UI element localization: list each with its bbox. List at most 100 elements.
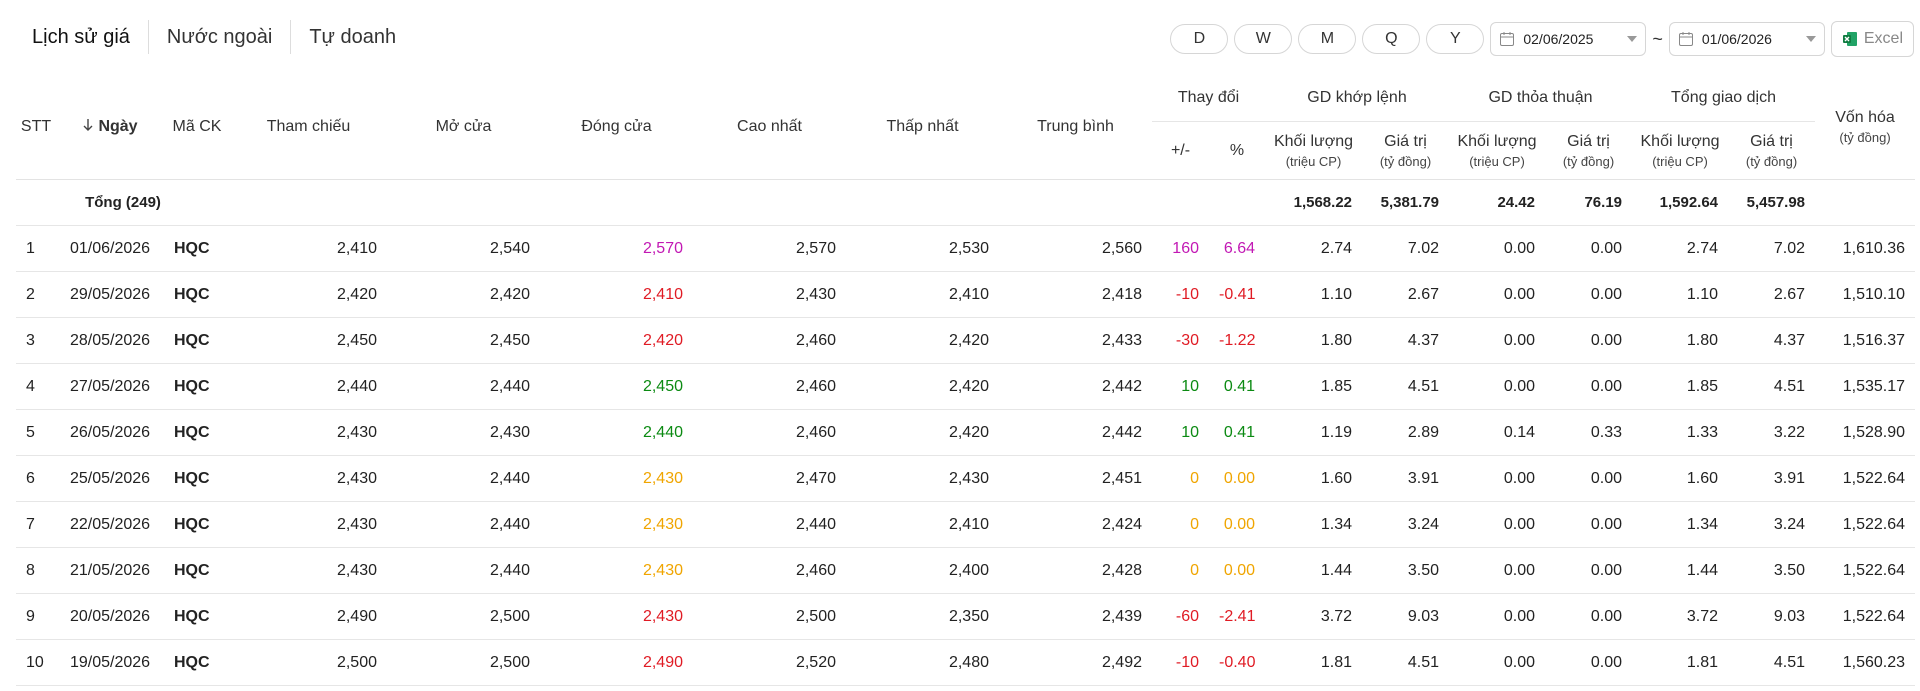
header-group: GD khớp lệnh [1265,75,1449,122]
cell: 2,424 [999,501,1152,548]
period-button[interactable]: W [1234,24,1293,54]
cell: 0.00 [1449,225,1545,272]
header-cell: Mã CK [164,75,230,180]
data-row: 8 21/05/2026 HQC 2,430 2,440 2,430 2,460 2,400 2… [16,547,1916,594]
data-row: 2 29/05/2026 HQC 2,420 2,420 2,410 2,430 2,410 2… [16,271,1916,318]
cell: 1,522.64 [1815,455,1916,502]
tab[interactable]: Lịch sử giá [32,26,130,48]
date-from-picker[interactable]: 02/06/2025 [1490,22,1647,56]
cell: 2,420 [846,363,999,410]
cell: 0.00 [1545,317,1633,364]
cell: 2,442 [999,409,1152,456]
cell: 4.37 [1728,317,1816,364]
header-unit: (tỷ đồng) [1562,153,1615,169]
period-button[interactable]: D [1170,24,1229,54]
cell: -60 [1152,593,1209,640]
cell: 3.91 [1728,455,1816,502]
cell: HQC [164,593,230,640]
header-cell: Khối lượng (triệu CP) [1265,122,1362,180]
cell: HQC [164,363,230,410]
cell: 0 [1152,547,1209,594]
header-label: +/- [1170,141,1191,159]
cell: 2,410 [846,271,999,318]
tabs: Lịch sử giá Nước ngoài Tự doanh [16,20,414,54]
cell: 0.41 [1209,363,1265,410]
header-label: Tham chiếu [266,118,351,135]
cell: 0 [1152,501,1209,548]
cell: 2,428 [999,547,1152,594]
header-group: Tổng giao dịch [1632,75,1816,122]
header-cell: Khối lượng (triệu CP) [1632,122,1728,180]
header-label: Khối lượng [1457,132,1537,150]
cell: 21/05/2026 [56,547,164,594]
cell: 4.37 [1362,317,1449,364]
cell: 28/05/2026 [56,317,164,364]
cell: 2,500 [387,639,540,686]
date-from: 02/06/2025 [1523,31,1594,47]
cell: 2,560 [999,225,1152,272]
cell: 20/05/2026 [56,593,164,640]
cell: 2,500 [387,593,540,640]
cell: 2,430 [387,409,540,456]
cell: 2,420 [846,409,999,456]
cell: 0.00 [1545,271,1633,318]
cell: 4 [16,363,56,410]
header-label: Khối lượng [1640,132,1720,150]
header-row: STT Ngày Mã CK Tham chiếu Mở cửa Đóng cửa Cao … [16,75,1915,145]
cell: 2.67 [1362,271,1449,318]
header-cell: Đóng cửa [540,75,693,180]
cell: HQC [164,317,230,364]
period-button[interactable]: M [1298,24,1357,54]
cell: 0.00 [1545,455,1633,502]
cell: 27/05/2026 [56,363,164,410]
cell: 1,522.64 [1815,593,1916,640]
header-cell: Tham chiếu [230,75,387,180]
cell: 2,430 [540,593,693,640]
header-cell: Giá trị (tỷ đồng) [1545,122,1632,180]
cell: 2,418 [999,271,1152,318]
cell: 2,440 [387,363,540,410]
tab[interactable]: Nước ngoài [147,20,290,54]
period-button[interactable]: Y [1426,24,1485,54]
caret [1805,36,1816,42]
header-unit: (tỷ đồng) [1839,130,1891,145]
calendar-icon [1500,32,1515,46]
cell: 29/05/2026 [56,271,164,318]
header-cell: Ngày [56,75,164,180]
data-row: 9 20/05/2026 HQC 2,490 2,500 2,430 2,500 2,350 2… [16,593,1916,640]
cell: 0 [1152,455,1209,502]
cell: 2,420 [540,317,693,364]
cell: 2,480 [846,639,999,686]
cell: 2,460 [693,547,846,594]
header-cell: Cao nhất [693,75,846,180]
total-row: Tổng (249) 1,568.22 5,381.79 24.42 76.19 1,59… [16,179,1916,226]
excel-icon [1842,32,1857,46]
price-history-table: STT Ngày Mã CK Tham chiếu Mở cửa Đóng cửa Cao … [16,75,1916,686]
cell: 2.67 [1728,271,1816,318]
cell: 3.22 [1728,409,1816,456]
cell: 1.85 [1632,363,1729,410]
cell: HQC [164,501,230,548]
cell: 1,516.37 [1815,317,1916,364]
cell: 1.60 [1632,455,1729,502]
header-group-label: Thay đổi [1177,89,1240,106]
cell: 9 [16,593,56,640]
header-label: Giá trị [1750,132,1793,150]
data-row: 10 19/05/2026 HQC 2,500 2,500 2,490 2,520 2,480… [16,639,1916,686]
cell: 2,450 [230,317,387,364]
sort-icon[interactable] [82,118,94,132]
cell: 3.50 [1362,547,1449,594]
cell: 0.00 [1545,225,1633,272]
header-group-label: Tổng giao dịch [1671,89,1776,106]
cell: 2,440 [387,501,540,548]
cell: 0.00 [1449,317,1545,364]
cell: 22/05/2026 [56,501,164,548]
excel-button[interactable]: Excel [1830,21,1914,57]
cell: 1.10 [1265,271,1362,318]
date-to-picker[interactable]: 01/06/2026 [1668,22,1825,56]
period-button[interactable]: Q [1362,24,1421,54]
cell: 2,430 [846,455,999,502]
tab[interactable]: Tự doanh [290,20,414,54]
header-label: Cao nhất [737,118,802,135]
